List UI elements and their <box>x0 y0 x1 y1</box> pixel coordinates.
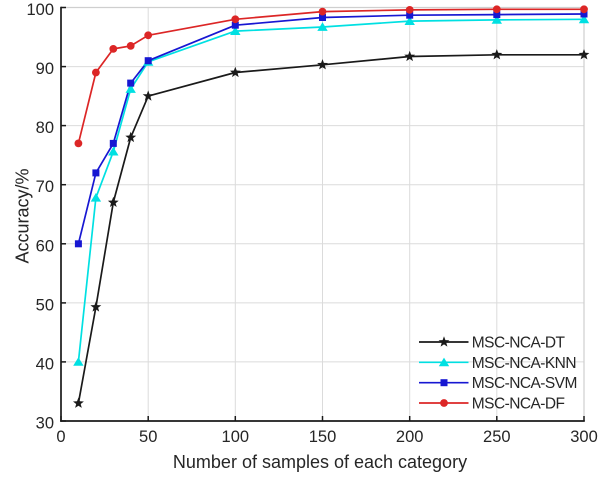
svg-text:150: 150 <box>309 428 337 446</box>
svg-text:200: 200 <box>396 428 424 446</box>
svg-text:90: 90 <box>36 60 54 78</box>
svg-text:80: 80 <box>36 119 54 137</box>
svg-text:70: 70 <box>36 178 54 196</box>
svg-text:MSC-NCA-DF: MSC-NCA-DF <box>472 396 565 413</box>
svg-text:60: 60 <box>36 237 54 255</box>
svg-text:MSC-NCA-SVM: MSC-NCA-SVM <box>472 375 577 392</box>
svg-text:30: 30 <box>36 415 54 433</box>
svg-text:0: 0 <box>56 428 65 446</box>
svg-text:Accuracy/%: Accuracy/% <box>13 168 33 263</box>
svg-text:100: 100 <box>222 428 250 446</box>
svg-text:50: 50 <box>36 296 54 314</box>
svg-text:Number of samples of each cate: Number of samples of each category <box>173 452 467 472</box>
svg-text:MSC-NCA-KNN: MSC-NCA-KNN <box>472 355 576 372</box>
svg-text:300: 300 <box>570 428 598 446</box>
svg-text:250: 250 <box>483 428 511 446</box>
svg-text:50: 50 <box>139 428 157 446</box>
svg-text:100: 100 <box>26 1 54 19</box>
svg-text:MSC-NCA-DT: MSC-NCA-DT <box>472 335 566 352</box>
svg-text:40: 40 <box>36 355 54 373</box>
